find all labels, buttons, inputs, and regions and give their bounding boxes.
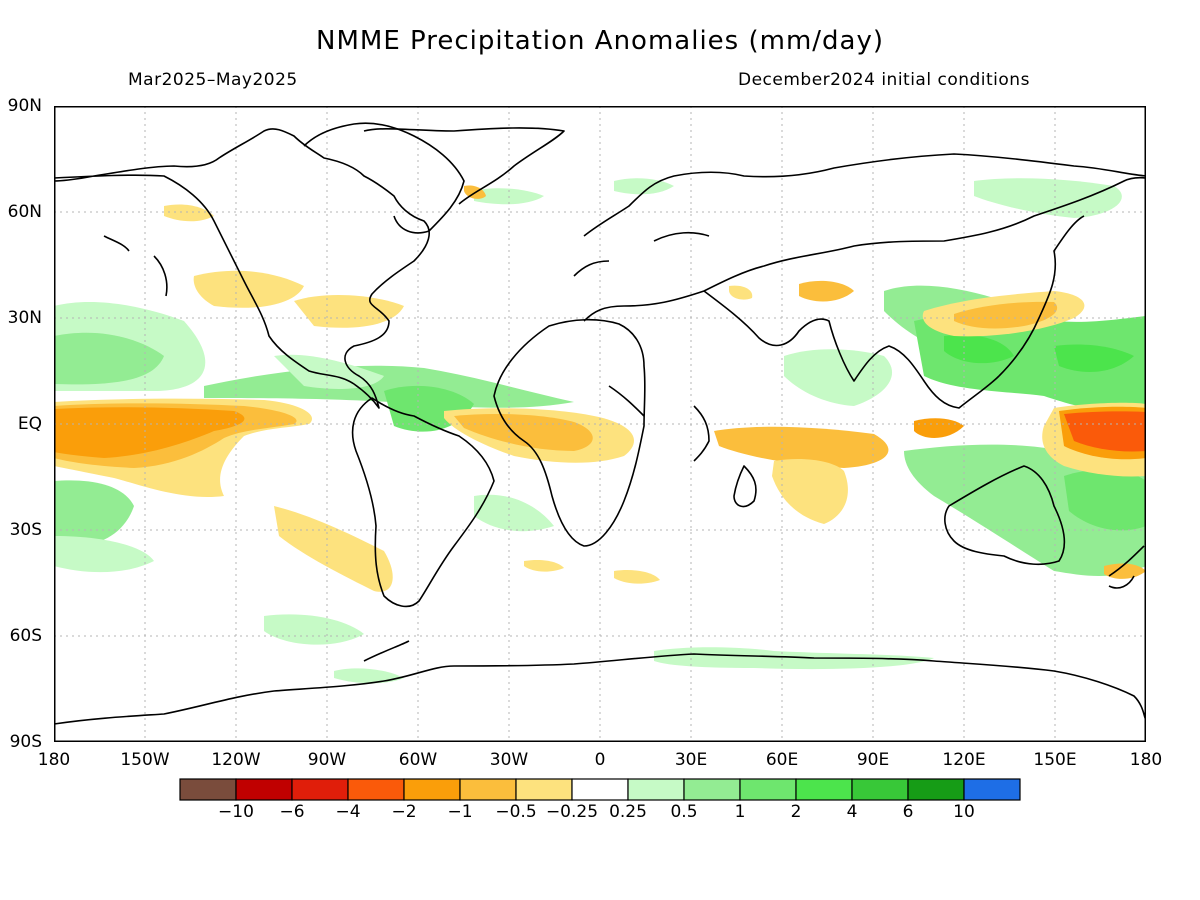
legend-swatch xyxy=(795,778,853,801)
lon-label-180e: 180 xyxy=(1129,750,1163,770)
lon-label-120w: 120W xyxy=(211,750,261,770)
legend-label: 2 xyxy=(790,802,802,822)
lon-label-60e: 60E xyxy=(765,750,799,770)
lon-label-150w: 150W xyxy=(120,750,170,770)
forecast-period: Mar2025–May2025 xyxy=(128,70,298,90)
lon-label-30e: 30E xyxy=(674,750,708,770)
lon-label-120e: 120E xyxy=(942,750,986,770)
lat-label-90s: 90S xyxy=(9,732,42,752)
legend-swatch xyxy=(291,778,349,801)
legend-label: −0.5 xyxy=(495,802,537,822)
lon-label-150e: 150E xyxy=(1033,750,1077,770)
lat-label-60n: 60N xyxy=(7,202,42,222)
legend-label: −0.25 xyxy=(545,802,599,822)
legend-swatch xyxy=(235,778,293,801)
legend-label: −10 xyxy=(218,802,254,822)
legend-swatch xyxy=(459,778,517,801)
legend-swatch xyxy=(403,778,461,801)
legend-label: −2 xyxy=(391,802,417,822)
initial-conditions-label: December2024 initial conditions xyxy=(738,70,1030,90)
lon-label-60w: 60W xyxy=(398,750,438,770)
legend-swatch xyxy=(515,778,573,801)
map-frame xyxy=(54,106,1146,742)
legend-swatch xyxy=(571,778,629,801)
map-title: NMME Precipitation Anomalies (mm/day) xyxy=(316,26,884,56)
lon-label-0: 0 xyxy=(594,750,606,770)
lat-label-eq: EQ xyxy=(17,414,42,434)
legend-label: 1 xyxy=(734,802,746,822)
wet-anomaly-areas xyxy=(54,178,1146,684)
legend-swatch xyxy=(963,778,1021,801)
legend-label: −6 xyxy=(279,802,305,822)
lon-label-180w: 180 xyxy=(37,750,71,770)
legend-label: 0.5 xyxy=(670,802,698,822)
legend-label: 6 xyxy=(902,802,914,822)
lon-label-90e: 90E xyxy=(856,750,890,770)
lat-label-60s: 60S xyxy=(9,626,42,646)
gridlines xyxy=(54,106,1146,742)
lon-label-90w: 90W xyxy=(307,750,347,770)
legend-swatch xyxy=(683,778,741,801)
color-legend xyxy=(179,778,1021,801)
lat-label-90n: 90N xyxy=(7,96,42,116)
lat-label-30n: 30N xyxy=(7,308,42,328)
legend-swatch xyxy=(907,778,965,801)
lon-label-30w: 30W xyxy=(489,750,529,770)
legend-label: −4 xyxy=(335,802,361,822)
legend-label: −1 xyxy=(447,802,473,822)
legend-label: 4 xyxy=(846,802,858,822)
legend-label: 10 xyxy=(953,802,975,822)
legend-swatch xyxy=(739,778,797,801)
precipitation-anomaly-map xyxy=(54,106,1146,742)
lat-label-30s: 30S xyxy=(9,520,42,540)
legend-swatch xyxy=(851,778,909,801)
legend-swatch xyxy=(347,778,405,801)
legend-swatch xyxy=(627,778,685,801)
legend-label: 0.25 xyxy=(609,802,647,822)
legend-swatch xyxy=(179,778,237,801)
color-legend-swatches xyxy=(179,778,1021,801)
coastlines xyxy=(54,122,1146,725)
